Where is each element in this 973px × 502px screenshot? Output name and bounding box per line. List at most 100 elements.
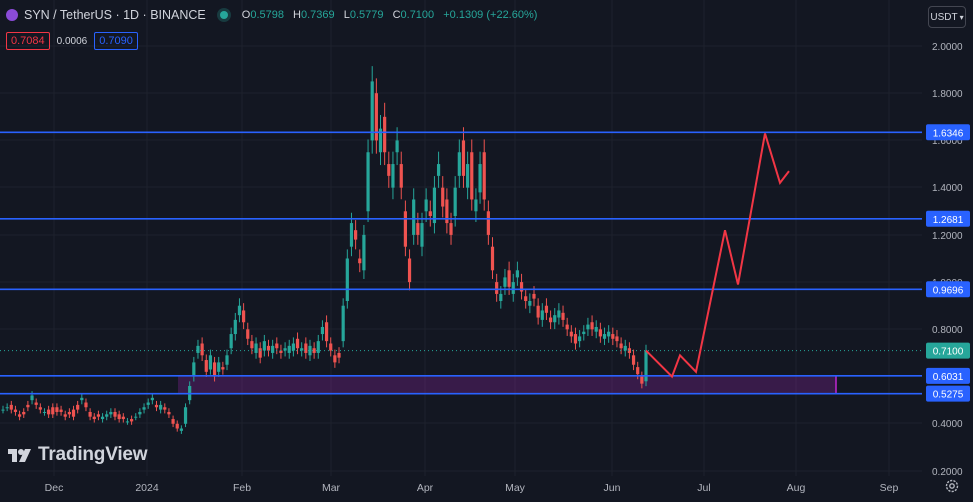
candle-body <box>76 404 80 410</box>
candle-body <box>341 305 345 342</box>
candle-body <box>221 367 225 370</box>
candle-body <box>34 402 38 405</box>
candle-body <box>71 409 76 417</box>
price-tick-label: 0.4000 <box>932 419 963 430</box>
price-tick-label: 0.2000 <box>932 467 963 478</box>
candle-body <box>84 402 88 408</box>
candle-body <box>283 348 287 351</box>
candle-body <box>208 355 213 370</box>
candle-body <box>403 211 407 247</box>
candle-body <box>92 416 96 420</box>
candle-body <box>179 428 183 431</box>
price-tick-label: 1.2000 <box>932 231 963 242</box>
level-price-label: 0.6031 <box>933 372 964 383</box>
candle-body <box>362 234 366 271</box>
symbol-header[interactable]: SYN / TetherUS · 1D · BINANCE O0.5798 H0… <box>6 8 543 22</box>
level-price-badge[interactable] <box>926 281 970 298</box>
candle-body <box>553 315 557 323</box>
candle-body <box>300 348 304 351</box>
candle-body <box>627 348 632 353</box>
time-tick-label: Dec <box>45 482 64 494</box>
price-tick-label: 2.0000 <box>932 42 963 53</box>
candle-body <box>449 223 453 235</box>
candle-body <box>250 341 254 349</box>
candle-body <box>602 334 607 339</box>
candle-body <box>470 152 474 200</box>
candle-body <box>441 187 445 207</box>
horizontal-levels[interactable] <box>0 131 922 395</box>
candle-body <box>304 343 308 353</box>
candle-body <box>607 331 611 337</box>
candle-body <box>146 402 150 405</box>
candle-body <box>540 310 544 320</box>
time-tick-label: Mar <box>322 482 341 494</box>
candle-body <box>150 397 154 401</box>
candle-body <box>428 211 432 216</box>
price-axis[interactable]: 2.00001.80001.60001.40001.20001.00000.80… <box>926 42 970 478</box>
projection-line[interactable] <box>645 133 790 379</box>
candle-body <box>582 331 586 335</box>
candle-body <box>134 416 138 418</box>
candle-body <box>378 128 383 153</box>
candle-body <box>557 310 561 318</box>
time-axis[interactable]: Dec 2024 Feb Mar Apr May Jun Jul Aug Sep <box>45 482 899 494</box>
candle-body <box>615 336 619 342</box>
candle-body <box>495 282 499 294</box>
support-zone <box>178 375 837 394</box>
candle-body <box>167 411 171 415</box>
last-price-badge[interactable] <box>926 342 970 359</box>
candle-body <box>9 404 13 410</box>
candle-body <box>80 397 84 401</box>
candle-body <box>312 348 316 353</box>
time-tick-label: 2024 <box>135 482 159 494</box>
candle-body <box>130 419 134 422</box>
level-price-badge[interactable] <box>926 210 970 227</box>
projection-path[interactable] <box>645 133 790 379</box>
candle-body <box>478 164 482 193</box>
candle-body <box>5 407 9 409</box>
candle-body <box>100 416 105 420</box>
candle-body <box>445 199 449 224</box>
candle-body <box>42 411 47 413</box>
symbol-title[interactable]: SYN / TetherUS · 1D · BINANCE <box>24 8 206 22</box>
coin-logo-icon <box>6 9 18 21</box>
grid-lines <box>0 0 922 476</box>
candle-body <box>30 395 34 401</box>
candle-body <box>154 404 159 408</box>
candle-body <box>586 324 590 330</box>
candle-body <box>337 352 341 358</box>
candle-body <box>631 355 636 365</box>
currency-button[interactable]: USDT ▾ <box>928 6 966 28</box>
spread-value: 0.0006 <box>56 35 88 47</box>
candle-body <box>237 305 242 316</box>
candle-body <box>457 152 461 176</box>
candle-body <box>486 211 490 235</box>
candle-body <box>254 343 258 353</box>
sell-button[interactable]: 0.7084 <box>6 32 50 50</box>
candle-body <box>569 331 573 337</box>
time-tick-label: May <box>505 482 526 494</box>
candle-body <box>345 258 349 301</box>
candle-body <box>366 152 370 212</box>
currency-label: USDT <box>930 11 958 23</box>
candle-body <box>242 310 246 323</box>
candle-body <box>217 362 221 372</box>
candle-body <box>17 414 22 417</box>
candle-body <box>503 277 507 287</box>
candle-body <box>163 407 167 410</box>
settings-gear-icon[interactable] <box>944 478 960 494</box>
level-price-badge[interactable] <box>926 124 970 141</box>
buy-button[interactable]: 0.7090 <box>94 32 138 50</box>
candle-body <box>175 423 179 429</box>
level-price-badge[interactable] <box>926 367 970 384</box>
candle-body <box>13 409 18 412</box>
candle-body <box>316 341 320 353</box>
candle-body <box>349 223 354 247</box>
candle-body <box>507 270 511 287</box>
candle-body <box>117 414 121 420</box>
brand-wordmark: TradingView <box>38 444 148 465</box>
level-price-badge[interactable] <box>926 385 970 402</box>
candle-body <box>619 343 623 349</box>
candle-body <box>548 317 553 323</box>
